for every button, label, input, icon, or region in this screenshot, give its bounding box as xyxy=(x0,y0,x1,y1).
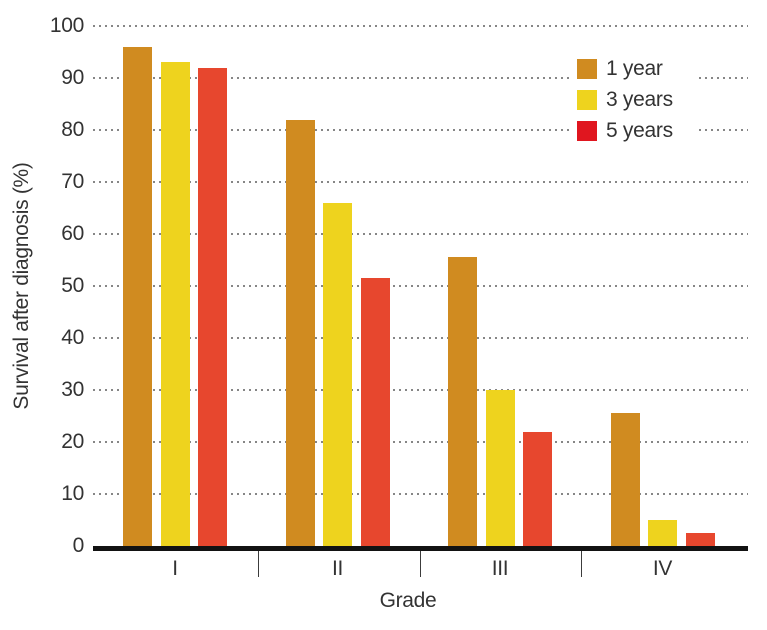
x-tick-label-iii: III xyxy=(491,557,509,580)
bar-iv-3-years xyxy=(648,520,677,546)
bar-iii-3-years xyxy=(485,390,515,546)
x-tick-label-ii: II xyxy=(331,557,344,580)
y-tick-label-0: 0 xyxy=(72,534,85,557)
x-axis-line xyxy=(93,546,748,551)
y-tick-label-80: 80 xyxy=(61,118,84,141)
legend-label-3-years: 3 years xyxy=(606,88,673,111)
bar-ii-5-years xyxy=(360,278,390,546)
bar-iv-5-years xyxy=(685,533,715,546)
legend-swatch-5-years xyxy=(577,120,597,141)
gridline-60 xyxy=(93,233,748,235)
legend-swatch-1-year xyxy=(577,58,597,79)
bar-i-5-years xyxy=(198,67,227,546)
bar-ii-3-years xyxy=(323,202,352,546)
x-tick-label-iv: IV xyxy=(652,557,673,580)
legend-label-1-year: 1 year xyxy=(606,57,663,80)
y-tick-label-30: 30 xyxy=(61,378,84,401)
plot-area: I II III IV xyxy=(93,25,748,580)
gridline-30 xyxy=(93,389,748,391)
legend-label-5-years: 5 years xyxy=(606,119,673,142)
legend-swatch-3-years xyxy=(577,89,597,110)
y-tick-label-100: 100 xyxy=(49,14,84,37)
legend-entry: 5 years xyxy=(577,115,696,146)
bar-iv-1-year xyxy=(610,413,640,546)
bar-iii-1-year xyxy=(448,257,477,546)
legend-entry: 1 year xyxy=(577,53,696,84)
x-axis-title: Grade xyxy=(379,589,437,612)
gridline-10 xyxy=(93,493,748,495)
y-tick-label-40: 40 xyxy=(61,326,84,349)
category-divider xyxy=(581,551,582,577)
gridline-100 xyxy=(93,25,748,27)
bar-i-1-year xyxy=(123,46,152,546)
bar-i-3-years xyxy=(160,62,190,546)
y-tick-label-50: 50 xyxy=(61,274,84,297)
gridline-80 xyxy=(93,129,748,131)
gridline-20 xyxy=(93,441,748,443)
gridline-40 xyxy=(93,337,748,339)
y-tick-label-10: 10 xyxy=(61,482,84,505)
legend-entry: 3 years xyxy=(577,84,696,115)
y-axis: 0 10 20 30 40 50 60 70 80 90 100 xyxy=(0,15,84,557)
x-tick-label-i: I xyxy=(172,557,178,580)
gridline-90 xyxy=(93,77,748,79)
bar-iii-5-years xyxy=(523,431,552,546)
y-tick-label-60: 60 xyxy=(61,222,84,245)
y-tick-label-70: 70 xyxy=(61,170,84,193)
y-tick-label-20: 20 xyxy=(61,430,84,453)
gridline-50 xyxy=(93,285,748,287)
legend: 1 year 3 years 5 years xyxy=(571,51,696,148)
gridline-70 xyxy=(93,181,748,183)
bar-ii-1-year xyxy=(285,119,315,546)
category-divider xyxy=(419,551,421,577)
category-divider xyxy=(258,551,259,577)
y-tick-label-90: 90 xyxy=(61,66,84,89)
